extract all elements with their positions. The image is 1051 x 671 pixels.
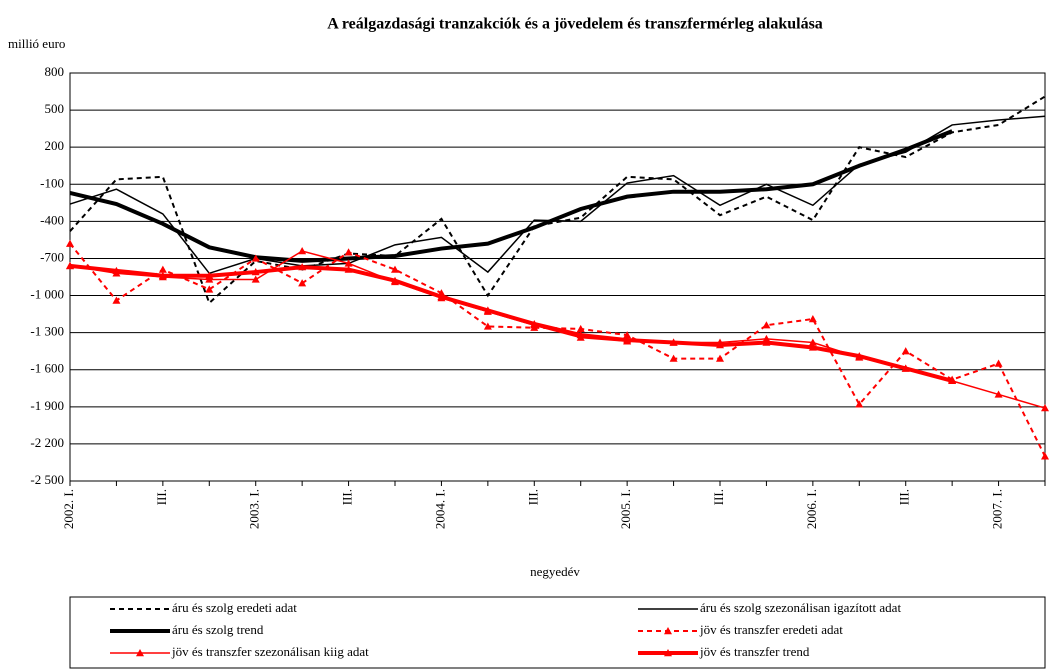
x-tick-label: III. bbox=[340, 489, 355, 505]
series-marker bbox=[901, 364, 910, 372]
legend-label: jöv és transzfer eredeti adat bbox=[699, 622, 843, 637]
series-marker bbox=[251, 254, 260, 262]
legend-label: áru és szolg szezonálisan igazított adat bbox=[700, 600, 901, 615]
x-axis-label: negyedév bbox=[530, 564, 580, 579]
series-marker bbox=[623, 331, 632, 339]
series-marker bbox=[66, 239, 74, 247]
series-marker bbox=[205, 271, 214, 279]
series-marker bbox=[1041, 404, 1049, 412]
series-marker bbox=[112, 296, 121, 304]
series-marker bbox=[205, 275, 214, 283]
y-tick-label: -2 200 bbox=[30, 435, 64, 450]
y-axis-label: millió euro bbox=[8, 36, 65, 51]
series-marker bbox=[112, 266, 121, 275]
x-tick-label: III. bbox=[897, 489, 912, 505]
series-marker bbox=[483, 306, 492, 314]
x-tick-label: 2004. I. bbox=[432, 489, 447, 529]
series-marker bbox=[391, 276, 399, 284]
legend-marker bbox=[664, 627, 672, 635]
series-marker bbox=[1041, 452, 1049, 460]
x-tick-label: 2006. I. bbox=[804, 489, 819, 529]
series-marker bbox=[901, 347, 910, 355]
series-marker bbox=[762, 338, 771, 346]
series-marker bbox=[808, 338, 817, 346]
series-marker bbox=[344, 265, 353, 273]
y-tick-label: -1 900 bbox=[30, 398, 64, 413]
y-tick-label: -2 500 bbox=[30, 472, 64, 487]
legend-label: áru és szolg eredeti adat bbox=[172, 600, 297, 615]
y-tick-label: 200 bbox=[45, 138, 65, 153]
series-marker bbox=[530, 319, 539, 328]
series-marker bbox=[576, 331, 585, 339]
x-tick-label: 2005. I. bbox=[618, 489, 633, 529]
series-marker bbox=[483, 322, 492, 330]
series-marker bbox=[994, 359, 1003, 367]
legend-marker bbox=[136, 649, 144, 657]
series-marker bbox=[205, 285, 214, 293]
series-marker bbox=[855, 352, 864, 360]
series-marker bbox=[298, 263, 307, 271]
series-marker bbox=[66, 261, 74, 270]
series-marker bbox=[623, 336, 632, 344]
series-marker bbox=[576, 324, 585, 333]
y-tick-label: 500 bbox=[45, 101, 65, 116]
legend-label: áru és szolg trend bbox=[172, 622, 264, 637]
series-marker bbox=[251, 268, 260, 276]
y-tick-label: -1 300 bbox=[30, 324, 64, 339]
x-tick-label: III. bbox=[525, 489, 540, 505]
series-line bbox=[69, 263, 953, 383]
y-tick-label: -100 bbox=[40, 175, 64, 190]
series-marker bbox=[251, 275, 260, 283]
x-tick-label: 2002. I. bbox=[61, 489, 76, 529]
series-marker bbox=[158, 271, 167, 279]
series-marker bbox=[948, 376, 957, 385]
y-tick-label: 800 bbox=[45, 64, 65, 79]
series-marker bbox=[808, 315, 817, 323]
legend-label: jöv és transzfer trend bbox=[699, 644, 810, 659]
series-marker bbox=[808, 343, 817, 351]
x-tick-label: III. bbox=[154, 489, 169, 505]
series-marker bbox=[994, 390, 1003, 398]
y-tick-label: -1 600 bbox=[30, 361, 64, 376]
legend-marker bbox=[664, 649, 672, 657]
series-marker bbox=[158, 265, 167, 273]
series-marker bbox=[344, 248, 353, 256]
series-marker bbox=[669, 354, 678, 362]
x-tick-label: 2007. I. bbox=[990, 489, 1005, 529]
series-marker bbox=[762, 321, 771, 329]
plot-frame bbox=[69, 72, 1046, 482]
series-marker bbox=[437, 292, 446, 300]
y-tick-label: -700 bbox=[40, 249, 64, 264]
legend-box bbox=[69, 596, 1046, 669]
series-marker bbox=[391, 265, 399, 273]
x-tick-label: 2003. I. bbox=[247, 489, 262, 529]
series-line bbox=[69, 129, 953, 263]
x-tick-label: III. bbox=[711, 489, 726, 505]
legend-label: jöv és transzfer szezonálisan kiig adat bbox=[171, 644, 369, 659]
series-marker bbox=[716, 354, 724, 362]
y-tick-label: -400 bbox=[40, 212, 64, 227]
chart-title: A reálgazdasági tranzakciók és a jövedel… bbox=[327, 16, 823, 33]
y-tick-label: -1 000 bbox=[30, 287, 64, 302]
series-marker bbox=[669, 338, 678, 346]
series-marker bbox=[298, 247, 307, 255]
series-marker bbox=[344, 259, 353, 267]
series-marker bbox=[298, 279, 307, 287]
series-marker bbox=[716, 341, 724, 349]
series-marker bbox=[762, 334, 771, 343]
series-marker bbox=[855, 400, 864, 408]
series-line bbox=[69, 95, 1046, 305]
